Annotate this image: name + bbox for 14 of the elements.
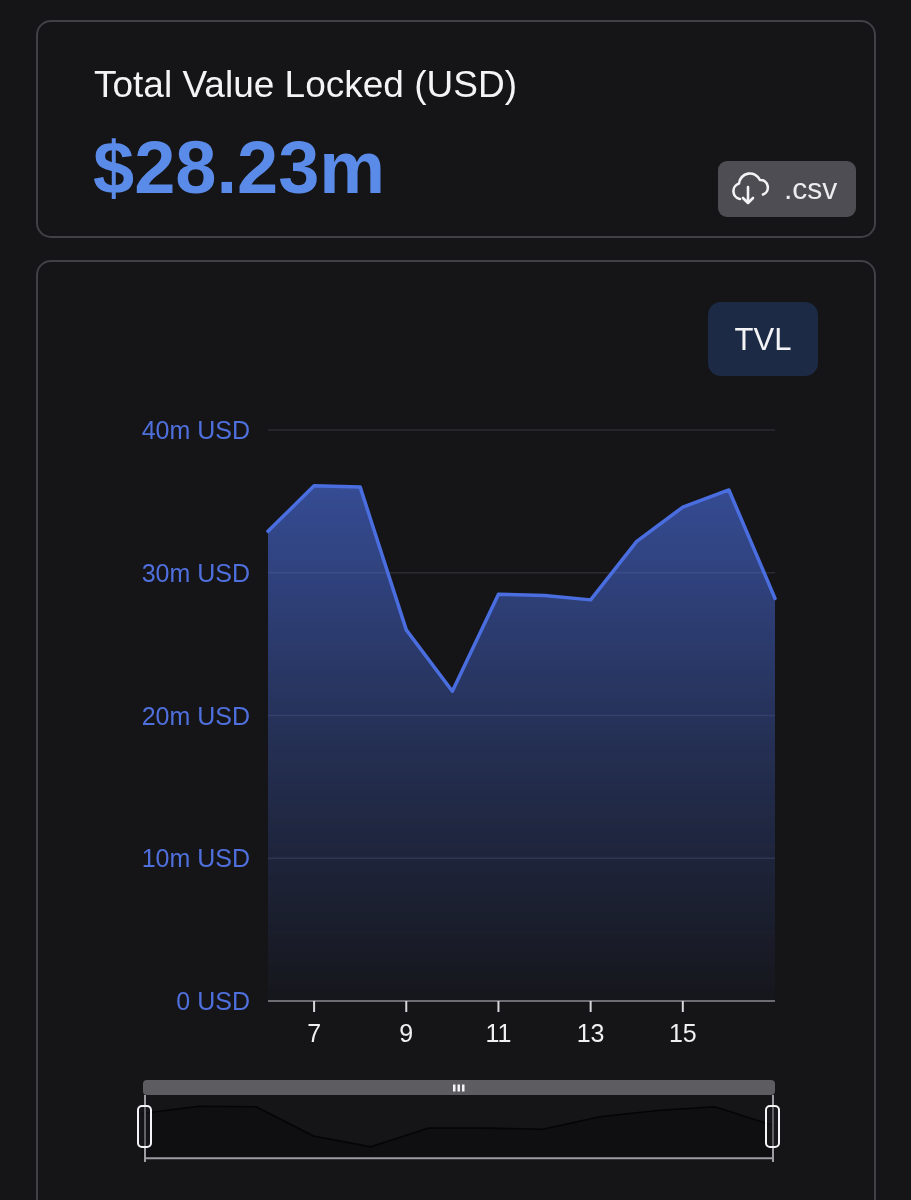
- y-tick-label: 40m USD: [141, 416, 250, 444]
- chart-subtitle: $28.23m: [93, 126, 386, 209]
- y-tick-label: 0 USD: [176, 987, 250, 1015]
- chart-title: Total Value Locked (USD): [94, 64, 517, 105]
- text: .csv: [784, 172, 838, 205]
- y-tick-label: 10m USD: [141, 844, 250, 873]
- y-tick-label: 30m USD: [141, 558, 250, 587]
- y-tick-label: 20m USD: [141, 701, 250, 730]
- x-tick-label: 7: [307, 1019, 322, 1047]
- text: TVL: [734, 322, 792, 357]
- x-tick-label: 11: [485, 1019, 512, 1047]
- x-tick-label: 9: [399, 1019, 414, 1047]
- x-tick-label: 15: [668, 1019, 697, 1047]
- x-tick-label: 13: [576, 1019, 605, 1047]
